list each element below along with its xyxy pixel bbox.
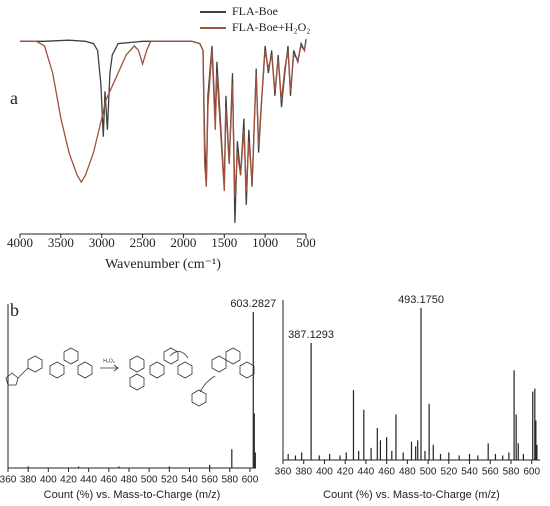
x-tick-label: 480 [399,467,416,478]
panel-label: a [10,88,18,108]
x-tick-label: 520 [440,467,457,478]
panel-label: b [10,300,19,320]
x-tick-label: 2500 [130,235,156,250]
x-tick-label: 440 [80,475,97,486]
x-tick-label: 540 [181,475,198,486]
bond [17,367,29,379]
legend-label: FLA-Boe [232,4,278,18]
x-axis-label: Count (%) vs. Mass-to-Charge (m/z) [44,489,221,501]
arrow [199,375,216,393]
x-tick-label: 380 [295,467,312,478]
peak-label: 603.2827 [230,298,276,310]
x-tick-label: 560 [201,475,218,486]
ring [149,361,165,379]
x-tick-label: 400 [40,475,57,486]
ring [177,361,193,379]
x-tick-label: 500 [141,475,158,486]
x-tick-label: 460 [378,467,395,478]
peak-label: 493.1750 [398,294,444,306]
x-tick-label: 3000 [89,235,115,250]
ring [63,347,79,365]
x-tick-label: 440 [358,467,375,478]
x-tick-label: 1000 [252,235,278,250]
x-tick-label: 560 [482,467,499,478]
ring [129,373,145,391]
x-tick-label: 3500 [48,235,74,250]
ring [129,355,145,373]
x-axis-label: Wavenumber (cm⁻¹) [105,257,221,272]
x-tick-label: 4000 [7,235,33,250]
arrow [169,351,189,359]
ring [191,389,207,407]
x-tick-label: 480 [121,475,138,486]
x-tick-label: 420 [337,467,354,478]
x-tick-label: 500 [420,467,437,478]
spectrum-line [20,40,307,198]
ring [163,347,179,365]
reaction-scheme [5,347,255,407]
ring [77,361,93,379]
ring [239,361,255,379]
x-tick-label: 380 [20,475,37,486]
x-tick-label: 520 [161,475,178,486]
reagent-label: H₂O₂ [103,358,114,364]
legend-label: FLA-Boe+H₂O₂ [232,20,310,34]
x-tick-label: 460 [100,475,117,486]
x-tick-label: 360 [0,475,17,486]
x-tick-label: 360 [275,467,292,478]
spectrum-line [20,39,307,223]
x-tick-label: 2000 [170,235,196,250]
x-tick-label: 1500 [211,235,237,250]
x-tick-label: 580 [221,475,238,486]
peak-label: 387.1293 [288,329,334,341]
x-tick-label: 500 [296,235,316,250]
x-tick-label: 400 [316,467,333,478]
x-tick-label: 540 [461,467,478,478]
arrow-head [113,364,119,372]
x-tick-label: 600 [242,475,259,486]
ring [225,347,241,365]
ring [27,355,43,373]
x-tick-label: 600 [523,467,540,478]
ring [211,355,227,373]
x-tick-label: 420 [60,475,77,486]
x-tick-label: 580 [503,467,520,478]
x-axis-label: Count (%) vs. Mass-to-Charge (m/z) [323,489,500,501]
ring [49,361,65,379]
